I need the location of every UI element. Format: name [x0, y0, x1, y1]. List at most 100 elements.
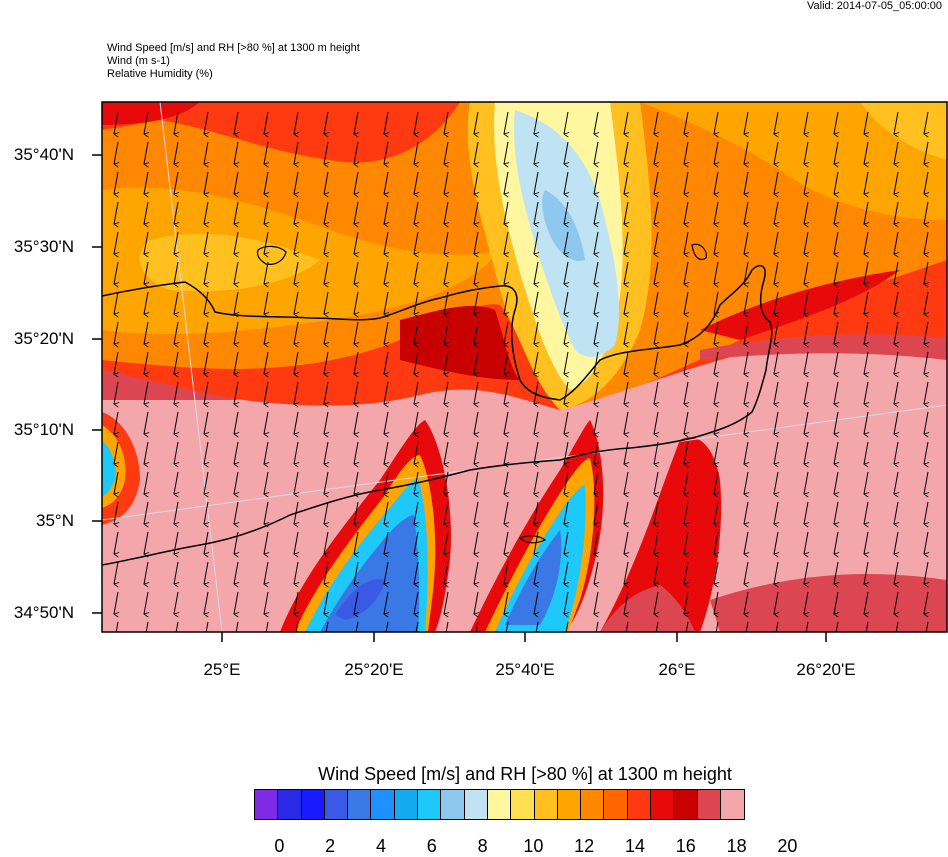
wind-arrow [264, 351, 268, 374]
wind-arrow [264, 561, 268, 584]
wind-arrow [354, 561, 358, 584]
wind-arrow [894, 321, 898, 344]
wind-arrow [654, 591, 658, 614]
wind-arrow [234, 261, 238, 284]
wind-arrow [324, 141, 328, 164]
wind-arrow [234, 231, 238, 254]
wind-arrow [774, 381, 778, 404]
wind-arrow [444, 471, 448, 494]
wind-arrow [744, 321, 748, 344]
lat-label-34-50: 34°50'N [13, 603, 74, 622]
wind-arrow [684, 411, 688, 434]
wind-arrow [834, 381, 838, 404]
wind-arrow [144, 531, 148, 554]
wind-arrow [834, 471, 838, 494]
wind-arrow [505, 621, 509, 632]
field-s2-blue [505, 530, 562, 625]
lon-label-26-20: 26°20'E [796, 660, 856, 679]
field-darkred-east [700, 270, 900, 340]
wind-arrow [894, 561, 898, 584]
wind-arrow [685, 621, 689, 632]
wind-arrow [594, 591, 598, 614]
wind-arrow [504, 351, 508, 374]
wind-arrow [864, 381, 868, 404]
wind-arrow [144, 411, 148, 434]
wind-arrow [234, 171, 238, 194]
wind-arrow [294, 561, 298, 584]
wind-arrow [294, 411, 298, 434]
wind-arrow [564, 531, 568, 554]
wind-arrow [864, 141, 868, 164]
wind-arrow [564, 561, 568, 584]
wind-arrow [654, 561, 658, 584]
wind-arrow [204, 111, 208, 134]
wind-arrow [204, 321, 208, 344]
wind-arrow [834, 291, 838, 314]
wind-arrow [264, 231, 268, 254]
wind-arrow [894, 171, 898, 194]
wind-arrow [504, 111, 508, 134]
wind-arrow [204, 231, 208, 254]
wind-arrow [414, 411, 418, 434]
legend-tick-label: 16 [675, 836, 696, 856]
wind-arrow [474, 351, 478, 374]
legend-swatch [557, 790, 582, 819]
wind-arrow [684, 381, 688, 404]
coastline [102, 264, 773, 566]
wind-arrow [834, 561, 838, 584]
wind-arrow [504, 141, 508, 164]
wind-arrow [894, 531, 898, 554]
wind-arrow [384, 411, 388, 434]
legend-tick-label: 12 [574, 836, 595, 856]
wind-arrow [444, 141, 448, 164]
field-rose-west [102, 370, 240, 400]
island-2 [691, 243, 707, 261]
wind-arrow [564, 291, 568, 314]
wind-arrow [114, 561, 118, 584]
wind-arrow [774, 531, 778, 554]
wind-arrow [114, 171, 118, 194]
wind-arrow [354, 171, 358, 194]
wind-arrow [414, 471, 418, 494]
wind-arrow [204, 201, 208, 224]
wind-arrow [835, 621, 839, 632]
wind-arrow [504, 291, 508, 314]
wind-arrow [234, 501, 238, 524]
wind-arrow [534, 561, 538, 584]
legend-tick-label: 4 [375, 836, 386, 856]
lat-label-35-20: 35°20'N [13, 329, 74, 348]
wind-arrow [264, 381, 268, 404]
wind-arrow [174, 501, 178, 524]
legend-swatch [418, 790, 442, 819]
field-yellow-west [139, 233, 320, 292]
wind-arrow [684, 171, 688, 194]
wind-arrow [774, 321, 778, 344]
wind-arrow [414, 261, 418, 284]
wind-arrow [114, 261, 118, 284]
wind-arrow [865, 621, 869, 632]
wind-arrow [924, 261, 928, 284]
wind-arrow [174, 291, 178, 314]
wind-arrow [324, 171, 328, 194]
wind-arrow [654, 321, 658, 344]
wind-arrow [234, 381, 238, 404]
wind-arrow [174, 171, 178, 194]
wind-arrow [924, 441, 928, 464]
legend-swatch [534, 790, 558, 819]
wind-arrow [144, 201, 148, 224]
wind-arrow [234, 411, 238, 434]
wind-arrow [594, 381, 598, 404]
title-line-3: Relative Humidity (%) [107, 68, 213, 80]
wind-arrow [894, 591, 898, 614]
wind-arrow [474, 381, 478, 404]
wind-arrow [504, 471, 508, 494]
wind-arrow [714, 171, 718, 194]
wind-arrow [414, 561, 418, 584]
wind-arrow [684, 441, 688, 464]
wind-arrow [234, 561, 238, 584]
wind-arrow [564, 381, 568, 404]
wind-arrow [924, 471, 928, 494]
wind-arrow [564, 111, 568, 134]
wind-arrow [144, 171, 148, 194]
field-pink-rh [102, 341, 947, 632]
